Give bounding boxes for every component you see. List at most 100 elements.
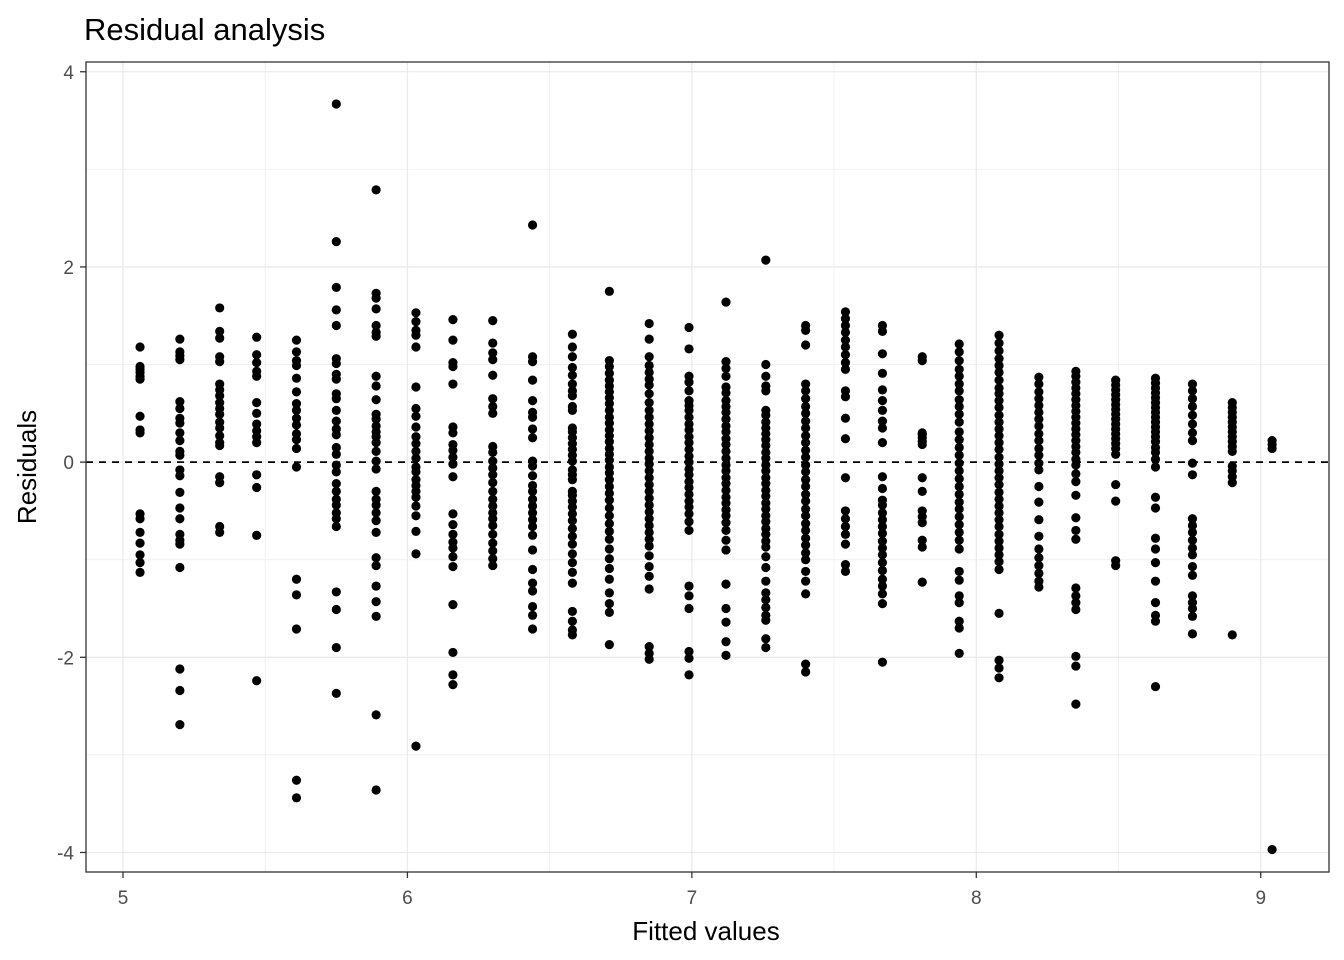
residual-point	[331, 394, 341, 404]
residual-point	[644, 493, 654, 503]
residual-point	[721, 407, 731, 417]
residual-point	[488, 470, 498, 480]
residual-point	[411, 467, 421, 477]
residual-point	[1034, 372, 1044, 382]
residual-point	[1187, 379, 1198, 389]
residual-point	[644, 360, 654, 371]
residual-point	[448, 315, 458, 325]
residual-point	[448, 647, 458, 658]
residual-point	[877, 550, 888, 560]
residual-point	[877, 528, 888, 538]
residual-point	[488, 486, 498, 496]
residual-point	[1187, 386, 1198, 396]
residual-point	[252, 350, 262, 360]
residual-point	[331, 449, 341, 459]
residual-point	[801, 423, 811, 433]
residual-point	[331, 358, 341, 369]
residual-point	[761, 517, 771, 527]
residual-point	[954, 616, 964, 626]
residual-point	[644, 352, 654, 362]
residual-point	[801, 525, 811, 536]
residual-point	[604, 468, 614, 478]
residual-point	[1071, 604, 1081, 615]
residual-point	[761, 440, 771, 451]
residual-point	[175, 334, 185, 344]
residual-point	[801, 659, 811, 669]
residual-point	[721, 511, 731, 521]
major-gridlines	[86, 62, 1329, 872]
residual-point	[954, 481, 964, 492]
residual-point	[604, 455, 614, 465]
residual-point	[1187, 401, 1198, 412]
residual-point	[411, 316, 421, 327]
residual-point	[877, 500, 888, 510]
residual-point	[877, 581, 888, 591]
residual-point	[954, 497, 964, 507]
residual-point	[877, 396, 888, 406]
residual-point	[331, 374, 341, 384]
residual-point	[684, 344, 694, 354]
residual-point	[371, 597, 381, 607]
residual-point	[644, 500, 654, 510]
residual-point	[954, 409, 964, 419]
residual-point	[567, 362, 577, 373]
residual-point	[1071, 513, 1081, 523]
residual-point	[801, 576, 811, 586]
residual-point	[994, 360, 1004, 371]
residual-point	[604, 437, 614, 447]
y-axis-ticks: -4 -2 0 2 4	[57, 63, 86, 864]
residual-point	[1187, 394, 1198, 404]
residual-point	[448, 670, 458, 680]
residual-point	[411, 549, 421, 559]
residual-point	[801, 511, 811, 521]
residual-point	[761, 642, 771, 653]
residual-point	[411, 453, 421, 463]
residual-point	[527, 220, 538, 230]
residual-point	[1187, 410, 1198, 420]
residual-point	[801, 589, 811, 599]
residual-point	[994, 330, 1004, 340]
residual-point	[1187, 603, 1198, 614]
residual-point	[135, 567, 145, 577]
residual-point	[567, 531, 577, 541]
x-tick-label: 9	[1255, 888, 1266, 909]
residual-point	[684, 670, 694, 680]
residual-point	[175, 720, 185, 730]
residual-point	[1071, 661, 1081, 671]
residual-point	[1150, 454, 1161, 464]
residual-point	[684, 482, 694, 493]
residual-point	[994, 417, 1004, 427]
residual-point	[801, 394, 811, 404]
residual-point	[1150, 462, 1161, 472]
residual-point	[801, 481, 811, 492]
residual-point	[604, 405, 614, 415]
residual-point	[1187, 514, 1198, 524]
residual-point	[604, 511, 614, 521]
residual-point	[721, 498, 731, 508]
residual-point	[1111, 449, 1121, 459]
residual-point	[175, 428, 185, 438]
residual-point	[684, 646, 694, 657]
residual-point	[604, 554, 614, 564]
residual-point	[527, 375, 538, 385]
x-tick-label: 6	[402, 888, 413, 909]
residual-point	[801, 386, 811, 396]
residual-point	[877, 368, 888, 378]
residual-point	[994, 494, 1004, 504]
residual-point	[175, 418, 185, 428]
residual-point	[1150, 576, 1161, 586]
residual-point	[527, 586, 538, 596]
residual-point	[371, 516, 381, 526]
residual-point	[252, 408, 262, 418]
residual-point	[954, 435, 964, 445]
residual-point	[877, 565, 888, 576]
residual-point	[1071, 598, 1081, 608]
residual-point	[954, 504, 964, 514]
residual-point	[684, 525, 694, 536]
residual-point	[721, 388, 731, 398]
residual-point	[994, 396, 1004, 406]
residual-point	[448, 543, 458, 553]
residual-point	[371, 560, 381, 571]
residual-point	[644, 584, 654, 594]
residual-point	[801, 555, 811, 565]
